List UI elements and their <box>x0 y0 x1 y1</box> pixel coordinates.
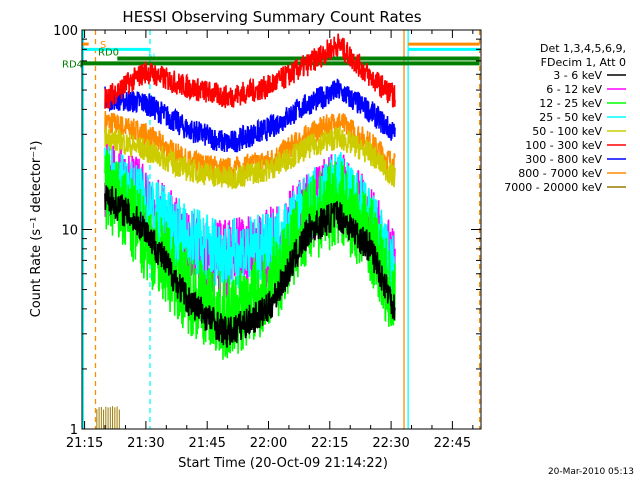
series-line-5 <box>104 33 396 109</box>
legend-label: 300 - 800 keV <box>525 153 602 166</box>
legend: Det 1,3,4,5,6,9,FDecim 1, Att 03 - 6 keV… <box>504 42 626 194</box>
x-tick-label: 21:30 <box>127 436 164 451</box>
x-tick-label: 21:15 <box>66 436 103 451</box>
x-tick-label: 22:15 <box>311 436 348 451</box>
legend-label: 6 - 12 keV <box>546 83 602 96</box>
legend-label: 100 - 300 keV <box>525 139 602 152</box>
series-line-6 <box>104 78 396 153</box>
footer-date: 20-Mar-2010 05:13 <box>548 467 634 477</box>
flag-label-rd4: RD4 <box>62 59 83 70</box>
y-axis-label: Count Rate (s⁻¹ detector⁻¹) <box>29 141 44 318</box>
legend-label: 7000 - 20000 keV <box>504 181 602 194</box>
y-tick-label: 10 <box>61 224 78 239</box>
axis-layer: 21:15 21:30 21:45 22:00 22:15 22:30 22:45 1 10 10… <box>53 24 481 451</box>
legend-label: 25 - 50 keV <box>539 111 602 124</box>
x-axis-label: Start Time (20-Oct-09 21:14:22) <box>178 456 388 471</box>
legend-label: 800 - 7000 keV <box>518 167 602 180</box>
legend-label: 50 - 100 keV <box>532 125 602 138</box>
legend-header: FDecim 1, Att 0 <box>541 56 626 69</box>
x-tick-label: 22:30 <box>372 436 409 451</box>
y-tick-label: 100 <box>53 24 78 39</box>
flag-label-s: S <box>100 40 106 51</box>
legend-header: Det 1,3,4,5,6,9, <box>540 42 626 55</box>
chart-title: HESSI Observing Summary Count Rates <box>122 8 421 26</box>
flag-label-rd0: RD0 <box>98 47 119 58</box>
legend-label: 3 - 6 keV <box>553 69 602 82</box>
series-line-4 <box>104 126 396 190</box>
y-tick-label: 1 <box>70 423 78 438</box>
series-line-0 <box>104 185 396 348</box>
x-tick-label: 21:45 <box>188 436 225 451</box>
legend-label: 12 - 25 keV <box>539 97 602 110</box>
x-tick-label: 22:00 <box>250 436 287 451</box>
x-tick-label: 22:45 <box>434 436 471 451</box>
series-layer <box>96 33 396 429</box>
